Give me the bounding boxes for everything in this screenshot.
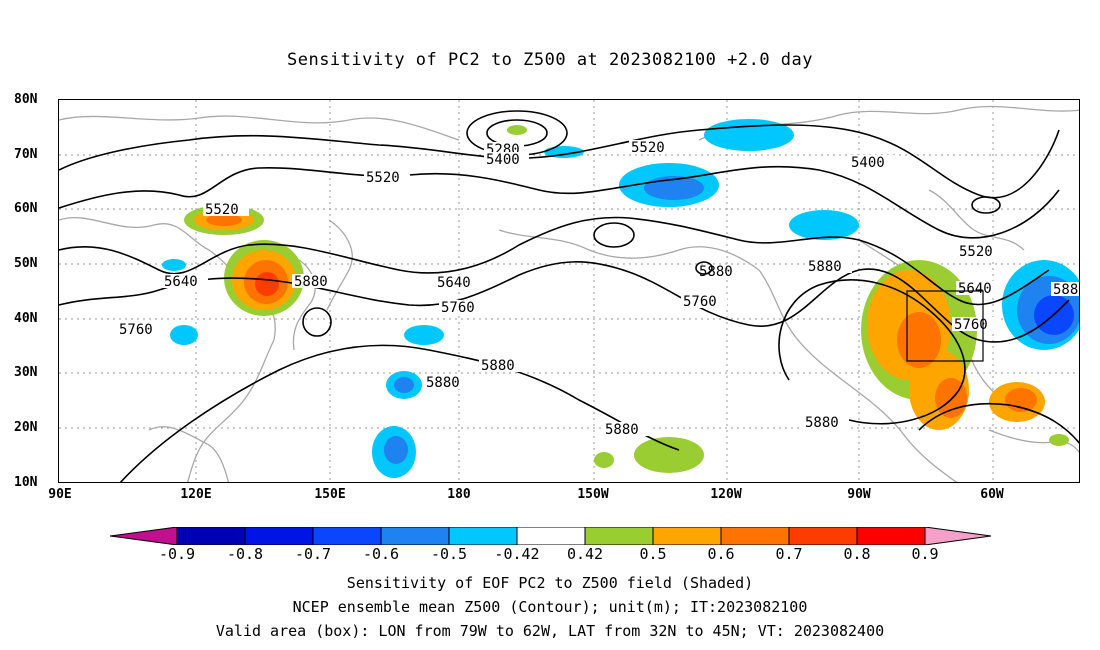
contour-label: 5640	[437, 275, 471, 291]
contour-label: 5640	[958, 281, 992, 297]
colorbar-bin	[856, 527, 926, 545]
contour-label: 5760	[119, 322, 153, 338]
lat-tick-50n: 50N	[14, 256, 38, 271]
contour-label: 5880	[481, 358, 515, 374]
contour-label: 5520	[959, 244, 993, 260]
lon-tick-150w: 150W	[577, 487, 609, 502]
colorbar-left-arrow	[110, 527, 178, 545]
colorbar-label: -0.42	[494, 545, 540, 563]
lat-tick-40n: 40N	[14, 311, 38, 326]
contour-label: 5400	[486, 152, 520, 168]
colorbar-label: -0.5	[430, 545, 468, 563]
caption-line-1: Sensitivity of EOF PC2 to Z500 field (Sh…	[346, 574, 754, 592]
lon-tick-120e: 120E	[180, 487, 212, 502]
contour-label: 5880	[1053, 282, 1080, 298]
lon-tick-90w: 90W	[847, 487, 871, 502]
plot-title: Sensitivity of PC2 to Z500 at 2023082100…	[286, 50, 813, 70]
colorbar-label: -0.7	[294, 545, 332, 563]
colorbar-bin	[516, 527, 586, 545]
colorbar-bin	[788, 527, 858, 545]
contour-label: 5760	[683, 294, 717, 310]
colorbar-label: 0.6	[707, 545, 735, 563]
colorbar-right-arrow	[924, 527, 992, 545]
contour-label: 5880	[699, 264, 733, 280]
contour-label: 5400	[851, 155, 885, 171]
lon-tick-150e: 150E	[314, 487, 346, 502]
colorbar-label: 0.8	[843, 545, 871, 563]
contour-label: 5760	[441, 300, 475, 316]
contour-label: 5520	[205, 202, 239, 218]
valid-area-box	[906, 290, 984, 362]
contour-label: 5880	[426, 375, 460, 391]
lon-tick-60w: 60W	[980, 487, 1004, 502]
caption-line-2: NCEP ensemble mean Z500 (Contour); unit(…	[292, 598, 808, 616]
colorbar-label: 0.9	[911, 545, 939, 563]
lat-tick-20n: 20N	[14, 420, 38, 435]
colorbar-bin	[244, 527, 314, 545]
lat-tick-10n: 10N	[14, 475, 38, 490]
lat-tick-60n: 60N	[14, 201, 38, 216]
contour-labels: 5280 5400 5520 5520 5520 5400 5520 5640 …	[117, 140, 1080, 438]
contour-label: 5520	[631, 140, 665, 156]
sensitivity-shading	[162, 119, 1079, 478]
map-canvas: 5280 5400 5520 5520 5520 5400 5520 5640 …	[59, 100, 1080, 482]
contour-label: 5520	[366, 170, 400, 186]
lat-tick-30n: 30N	[14, 365, 38, 380]
colorbar-bin	[312, 527, 382, 545]
colorbar	[110, 527, 992, 545]
colorbar-bin	[720, 527, 790, 545]
contour-label: 5760	[954, 317, 988, 333]
lat-tick-70n: 70N	[14, 147, 38, 162]
colorbar-bin	[176, 527, 246, 545]
colorbar-bin	[380, 527, 450, 545]
caption-line-3: Valid area (box): LON from 79W to 62W, L…	[215, 622, 885, 640]
colorbar-label: 0.42	[566, 545, 604, 563]
lon-tick-180: 180	[447, 487, 471, 502]
map-panel: 5280 5400 5520 5520 5520 5400 5520 5640 …	[58, 99, 1080, 483]
lat-tick-80n: 80N	[14, 92, 38, 107]
contour-label: 5880	[605, 422, 639, 438]
contour-label: 5880	[808, 259, 842, 275]
z500-contours	[59, 110, 1079, 482]
colorbar-bin	[584, 527, 654, 545]
colorbar-label: 0.7	[775, 545, 803, 563]
colorbar-label: -0.6	[362, 545, 400, 563]
colorbar-bin	[652, 527, 722, 545]
contour-label: 5640	[164, 274, 198, 290]
contour-label: 5880	[294, 274, 328, 290]
lon-tick-90e: 90E	[48, 487, 72, 502]
colorbar-label: 0.5	[639, 545, 667, 563]
colorbar-label: -0.8	[226, 545, 264, 563]
colorbar-label: -0.9	[158, 545, 196, 563]
lon-tick-120w: 120W	[710, 487, 742, 502]
contour-label: 5880	[805, 415, 839, 431]
colorbar-bin	[448, 527, 518, 545]
